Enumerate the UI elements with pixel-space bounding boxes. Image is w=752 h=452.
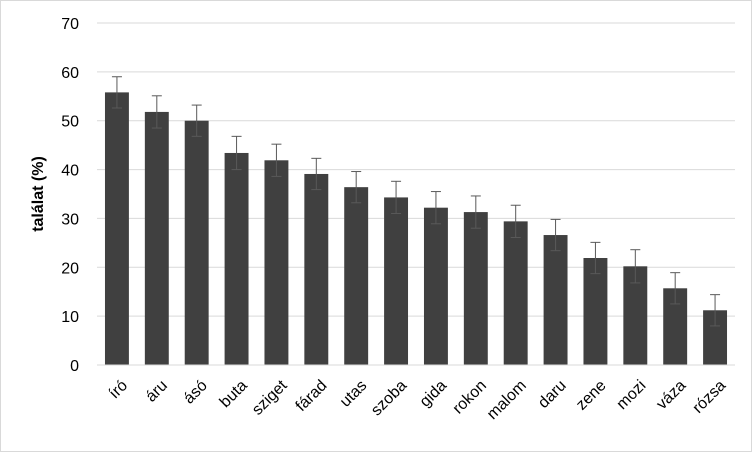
bar-8 [423, 207, 448, 365]
error-bar-13 [630, 249, 641, 284]
error-bar-2 [191, 104, 202, 137]
error-bar-8 [430, 191, 441, 225]
error-bar-15 [710, 294, 721, 327]
x-tick-label: sziget [249, 377, 291, 419]
bar-4 [264, 160, 289, 365]
y-tick-label: 20 [61, 260, 79, 277]
y-tick-label: 10 [61, 309, 79, 326]
bar-0 [104, 92, 129, 366]
bar-10 [503, 221, 528, 365]
error-bar-10 [510, 204, 521, 238]
bars [104, 92, 728, 366]
bar-7 [384, 197, 409, 365]
bar-11 [543, 235, 568, 365]
x-tick-label: utas [337, 377, 370, 410]
bar-13 [623, 266, 648, 365]
error-bar-6 [351, 171, 362, 204]
x-tick-label: mozi [614, 377, 650, 413]
bar-9 [463, 212, 488, 365]
bar-5 [304, 173, 329, 365]
y-tick-label: 70 [61, 16, 79, 33]
y-tick-label: 60 [61, 65, 79, 82]
x-tick-label: áru [143, 377, 171, 405]
error-bar-12 [590, 241, 601, 275]
bar-3 [224, 152, 249, 365]
error-bar-0 [111, 76, 122, 109]
y-tick-label: 40 [61, 163, 79, 180]
y-tick-label: 0 [70, 358, 79, 375]
bar-2 [184, 120, 209, 365]
error-bar-3 [231, 135, 242, 171]
error-bar-5 [311, 157, 322, 191]
y-tick-label: 50 [61, 114, 79, 131]
bar-14 [663, 288, 688, 365]
bar-1 [144, 111, 169, 365]
error-bar-9 [470, 195, 481, 229]
bar-6 [344, 187, 369, 365]
error-bar-11 [550, 218, 561, 252]
bar-15 [703, 310, 728, 365]
error-bar-14 [670, 272, 681, 305]
x-tick-label: fárad [293, 377, 331, 415]
x-tick-label: szoba [368, 377, 410, 419]
error-bar-7 [391, 180, 402, 215]
y-tick-labels: 0 10 20 30 40 50 60 70 [61, 16, 79, 375]
error-bar-4 [271, 143, 282, 177]
x-tick-label: malom [484, 377, 530, 423]
x-tick-label: rózsa [690, 377, 730, 417]
x-tick-label: váza [653, 377, 689, 413]
y-axis-title: találat (%) [30, 156, 47, 232]
x-tick-label: ásó [181, 377, 211, 407]
x-tick-label: zene [573, 377, 610, 414]
x-tick-label: gida [417, 377, 450, 410]
y-tick-label: 30 [61, 211, 79, 228]
x-tick-label: daru [535, 377, 570, 412]
x-tick-label: buta [217, 377, 251, 411]
error-bars [111, 76, 721, 327]
bar-12 [583, 258, 608, 365]
x-tick-label: író [106, 377, 131, 402]
error-bar-1 [151, 95, 162, 129]
